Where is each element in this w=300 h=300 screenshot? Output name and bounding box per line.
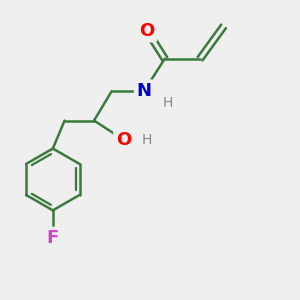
Text: O: O [140,22,155,40]
Text: H: H [163,96,173,110]
Text: F: F [47,229,59,247]
Text: O: O [116,131,131,149]
Text: N: N [136,82,152,100]
Text: H: H [142,133,152,147]
